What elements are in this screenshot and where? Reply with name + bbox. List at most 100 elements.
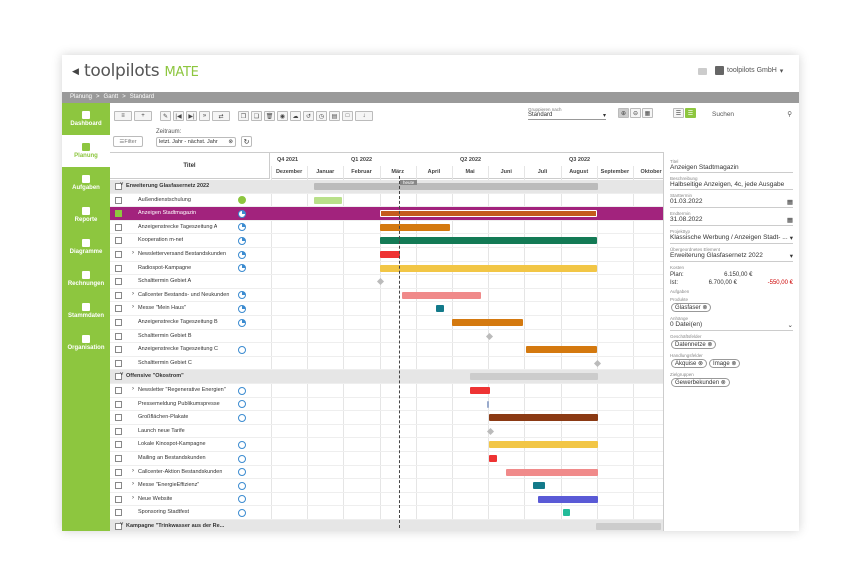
row-checkbox[interactable] xyxy=(115,495,122,503)
attachments-field[interactable]: 0 Datei(en) ⌄ xyxy=(670,321,793,331)
row-checkbox[interactable] xyxy=(115,196,122,204)
row-checkbox[interactable] xyxy=(115,319,122,326)
task-row[interactable]: Außendienstschulung xyxy=(110,194,663,208)
row-checkbox[interactable] xyxy=(115,278,122,286)
chevron-right-icon[interactable]: › xyxy=(132,494,134,501)
task-row[interactable]: Anzeigenstrecke Tageszeitung B xyxy=(110,316,663,330)
message-icon[interactable] xyxy=(698,68,707,75)
task-row[interactable]: Sponsoring Stadtfest xyxy=(110,506,663,520)
clock-button[interactable]: ◷ xyxy=(316,111,327,121)
copy-button[interactable]: ❐ xyxy=(238,111,249,121)
gantt-bar[interactable] xyxy=(402,291,481,299)
list-view-icon[interactable]: ☰ xyxy=(673,108,684,118)
back-arrow-icon[interactable]: ◀ xyxy=(72,66,79,76)
milestone-marker[interactable] xyxy=(593,359,602,367)
row-checkbox[interactable] xyxy=(115,346,122,354)
gantt-bar[interactable] xyxy=(380,251,400,258)
gantt-bar[interactable] xyxy=(314,183,598,190)
row-checkbox[interactable] xyxy=(115,183,122,190)
refresh-button[interactable]: ↻ xyxy=(241,136,252,147)
chip[interactable]: Akquise ⊗ xyxy=(671,359,708,368)
task-row[interactable]: Anzeigenstrecke Tageszeitung A xyxy=(110,221,663,235)
task-row[interactable]: Pressemeldung Publikumspresse xyxy=(110,398,663,412)
task-row[interactable]: › Callcenter-Aktion Bestandskunden xyxy=(110,466,663,480)
description-field[interactable]: Halbseitige Anzeigen, 4c, jede Ausgabe xyxy=(670,181,793,190)
business-fields[interactable]: Datennetze ⊗ xyxy=(670,339,793,350)
row-checkbox[interactable] xyxy=(115,305,122,313)
action-fields[interactable]: Akquise ⊗ Image ⊗ xyxy=(670,358,793,369)
task-row[interactable]: Schalttermin Gebiet A xyxy=(110,275,663,289)
breadcrumb-item[interactable]: Gantt xyxy=(103,94,119,100)
row-checkbox[interactable] xyxy=(115,523,122,530)
pdf-button[interactable]: □ xyxy=(342,111,353,121)
task-row[interactable]: › Neue Website xyxy=(110,493,663,507)
chevron-right-icon[interactable]: › xyxy=(132,467,134,474)
delete-button[interactable]: 🗑 xyxy=(264,111,275,121)
task-row[interactable]: › Callcenter Bestands- und Neukunden xyxy=(110,289,663,303)
doc-button[interactable]: ▤ xyxy=(329,111,340,121)
row-checkbox[interactable] xyxy=(115,373,122,381)
paste-button[interactable]: ❏ xyxy=(251,111,262,121)
gantt-bar[interactable] xyxy=(470,373,598,381)
task-row[interactable]: Anzeigen Stadtmagazin xyxy=(110,207,663,221)
clear-icon[interactable]: ⊗ xyxy=(228,139,233,145)
chip[interactable]: Gewerbekunden ⊗ xyxy=(671,378,730,387)
project-type-select[interactable]: Klassische Werbung / Anzeigen Stadt- ...… xyxy=(670,234,793,244)
row-checkbox[interactable] xyxy=(115,359,122,367)
calendar-icon[interactable]: ▦ xyxy=(786,199,793,206)
sidebar-item-rechnungen[interactable]: Rechnungen xyxy=(62,263,110,295)
row-checkbox[interactable] xyxy=(115,482,122,490)
chip[interactable]: Glasfaser ⊗ xyxy=(671,303,712,312)
products-field[interactable]: Glasfaser ⊗ xyxy=(670,302,793,313)
collapse-button[interactable]: ≡ xyxy=(114,111,132,121)
gantt-bar[interactable] xyxy=(596,523,661,530)
title-field[interactable]: Anzeigen Stadtmagazin xyxy=(670,164,793,173)
chip[interactable]: Datennetze ⊗ xyxy=(671,340,717,349)
edit-button[interactable]: ✎ xyxy=(160,111,171,121)
start-date-field[interactable]: 01.03.2022 ▦ xyxy=(670,198,793,208)
sidebar-item-planung[interactable]: Planung xyxy=(62,135,110,167)
history-button[interactable]: ↺ xyxy=(303,111,314,121)
forward-button[interactable]: » xyxy=(199,111,210,121)
sidebar-item-diagramme[interactable]: Diagramme xyxy=(62,231,110,263)
end-date-field[interactable]: 31.08.2022 ▦ xyxy=(670,216,793,226)
task-row[interactable]: › Messe "EnergieEffizienz" xyxy=(110,479,663,493)
add-button[interactable]: + xyxy=(134,111,152,121)
task-row[interactable]: › Messe "Mein Haus" xyxy=(110,302,663,316)
row-checkbox[interactable] xyxy=(115,427,122,435)
chevron-right-icon[interactable]: › xyxy=(132,290,134,297)
group-row[interactable]: ˅ Erweiterung Glasfasernetz 2022 xyxy=(110,180,663,194)
milestone-marker[interactable] xyxy=(486,427,495,435)
row-checkbox[interactable] xyxy=(115,414,122,422)
gantt-bar[interactable] xyxy=(526,346,597,354)
breadcrumb-item[interactable]: Standard xyxy=(129,94,155,100)
row-checkbox[interactable] xyxy=(115,264,122,272)
chevron-down-icon[interactable]: ˅ xyxy=(120,182,124,188)
chevron-down-icon[interactable]: ˅ xyxy=(120,522,124,528)
task-row[interactable]: Kooperation m-net xyxy=(110,234,663,248)
breadcrumb-item[interactable]: Planung xyxy=(70,94,93,100)
chevron-down-icon[interactable]: ˅ xyxy=(120,372,124,379)
grouping-select[interactable]: Gruppieren nach Standard ▾ xyxy=(528,107,606,120)
sidebar-item-dashboard[interactable]: Dashboard xyxy=(62,103,110,135)
row-checkbox[interactable] xyxy=(115,223,122,231)
gantt-bar[interactable] xyxy=(380,223,450,231)
gantt-bar[interactable] xyxy=(436,305,444,313)
zoom-in-icon[interactable]: ⊕ xyxy=(618,108,629,118)
task-row[interactable]: Anzeigenstrecke Tageszeitung C xyxy=(110,343,663,357)
row-checkbox[interactable] xyxy=(115,468,122,476)
milestone-marker[interactable] xyxy=(485,332,494,340)
row-checkbox[interactable] xyxy=(115,455,122,462)
gantt-bar[interactable] xyxy=(489,414,598,422)
chip[interactable]: Image ⊗ xyxy=(709,359,741,368)
sidebar-item-aufgaben[interactable]: Aufgaben xyxy=(62,167,110,199)
user-menu[interactable]: toolpilots GmbH ▾ xyxy=(715,66,783,75)
last-button[interactable]: ▶| xyxy=(186,111,197,121)
gantt-view-icon[interactable]: ☰ xyxy=(685,108,696,118)
row-checkbox[interactable] xyxy=(115,291,122,299)
task-row[interactable]: Launch neue Tarife xyxy=(110,425,663,439)
row-checkbox[interactable] xyxy=(115,210,122,218)
task-row[interactable]: Schalttermin Gebiet C xyxy=(110,357,663,371)
search-input[interactable]: Suchen ⚲ xyxy=(712,110,792,119)
parent-select[interactable]: Erweiterung Glasfasernetz 2022 ▾ xyxy=(670,252,793,262)
